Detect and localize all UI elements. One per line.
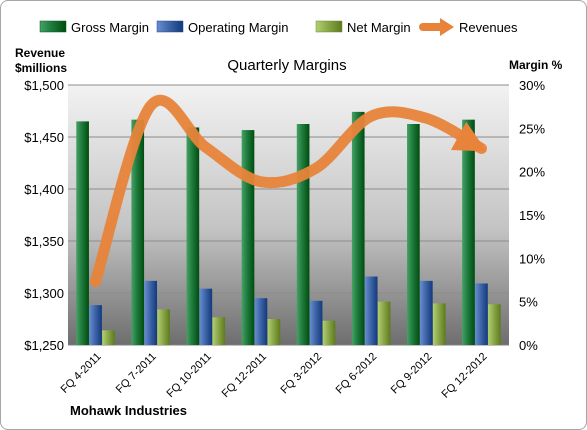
bar-net-margin bbox=[102, 330, 115, 345]
bar-operating-margin bbox=[89, 305, 102, 345]
legend: Gross Margin Operating Margin Net Margin Re… bbox=[39, 18, 518, 36]
bar-net-margin bbox=[488, 304, 501, 345]
bar-operating-margin bbox=[199, 288, 213, 345]
bar-operating-margin bbox=[254, 298, 268, 345]
legend-label: Net Margin bbox=[347, 20, 411, 35]
bar-net-margin bbox=[267, 319, 281, 345]
revenue-line bbox=[90, 94, 487, 288]
bar-gross-margin bbox=[351, 111, 365, 345]
x-tick-label: FQ 7-2011 bbox=[114, 351, 159, 396]
left-tick-label: $1,450 bbox=[24, 130, 64, 145]
bar-gross-margin bbox=[76, 121, 89, 346]
x-axis: FQ 4-2011 FQ 7-2011 FQ 10-2011 FQ 12-2011 FQ… bbox=[59, 351, 490, 401]
right-axis-title: Margin % bbox=[509, 58, 563, 72]
x-tick-label: FQ 6-2012 bbox=[334, 351, 380, 397]
bar-net-margin bbox=[157, 309, 170, 345]
bar-gross-margin bbox=[131, 119, 145, 346]
x-tick-label: FQ 3-2012 bbox=[279, 351, 325, 397]
right-tick-label: 5% bbox=[519, 295, 538, 310]
bar-operating-margin bbox=[144, 280, 158, 345]
left-axis-title-line-1: Revenue bbox=[15, 46, 65, 60]
legend-label: Revenues bbox=[459, 20, 518, 35]
legend-swatch bbox=[315, 20, 343, 33]
x-tick-label: FQ 12-2012 bbox=[440, 351, 490, 401]
bar-gross-margin bbox=[407, 124, 420, 345]
x-tick-label: FQ 10-2011 bbox=[165, 351, 214, 400]
bar-net-margin bbox=[322, 320, 336, 345]
footer-company-name: Mohawk Industries bbox=[70, 403, 187, 418]
revenue-arrowhead bbox=[450, 121, 487, 152]
left-tick-label: $1,500 bbox=[24, 78, 64, 93]
bar-gross-margin bbox=[241, 130, 255, 345]
legend-arrow bbox=[440, 18, 454, 36]
bar-operating-margin bbox=[419, 280, 433, 345]
bar-net-margin bbox=[432, 303, 446, 345]
chart-title: Quarterly Margins bbox=[227, 57, 346, 74]
left-tick-label: $1,250 bbox=[24, 338, 64, 353]
right-tick-label: 0% bbox=[519, 338, 538, 353]
right-tick-label: 15% bbox=[519, 208, 545, 223]
x-tick-label: FQ 12-2011 bbox=[220, 351, 269, 400]
legend-label: Operating Margin bbox=[188, 20, 288, 35]
bar-gross-margin bbox=[186, 127, 200, 345]
right-axis: 0% 5% 10% 15% 20% 25% 30% bbox=[519, 78, 545, 353]
x-tick-label: FQ 4-2011 bbox=[59, 351, 104, 396]
right-tick-label: 10% bbox=[519, 251, 545, 266]
x-tick-label: FQ 9-2012 bbox=[389, 351, 435, 397]
right-tick-label: 25% bbox=[519, 121, 545, 136]
bar-net-margin bbox=[377, 301, 391, 345]
right-tick-label: 20% bbox=[519, 165, 545, 180]
bar-operating-margin bbox=[475, 283, 488, 345]
left-tick-label: $1,300 bbox=[24, 286, 64, 301]
left-tick-label: $1,400 bbox=[24, 182, 64, 197]
legend-swatch bbox=[156, 20, 184, 33]
bar-series bbox=[76, 111, 501, 346]
left-axis-title-line-2: $millions bbox=[15, 61, 67, 75]
bar-net-margin bbox=[212, 317, 226, 345]
bar-operating-margin bbox=[309, 300, 323, 345]
left-axis: $1,250 $1,300 $1,350 $1,400 $1,450 $1,500 bbox=[24, 78, 64, 353]
legend-label: Gross Margin bbox=[71, 20, 149, 35]
bar-gross-margin bbox=[462, 119, 475, 346]
left-tick-label: $1,350 bbox=[24, 234, 64, 249]
bar-gross-margin bbox=[296, 124, 310, 345]
right-tick-label: 30% bbox=[519, 78, 545, 93]
legend-swatch bbox=[39, 20, 67, 33]
bar-operating-margin bbox=[364, 276, 378, 345]
revenue-line-series bbox=[90, 94, 487, 288]
